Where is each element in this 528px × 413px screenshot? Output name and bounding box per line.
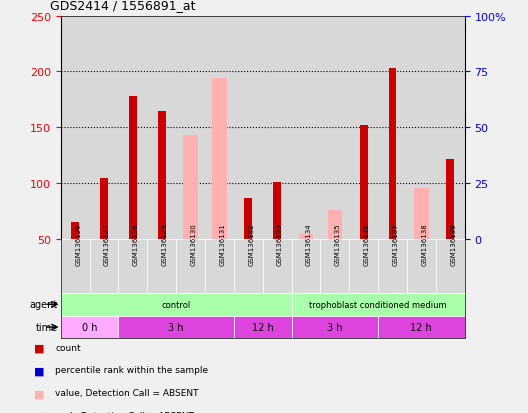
Text: value, Detection Call = ABSENT: value, Detection Call = ABSENT: [55, 388, 199, 397]
Bar: [234, 240, 263, 293]
Bar: [90, 17, 118, 240]
Bar: [118, 240, 147, 293]
Bar: [414, 188, 429, 240]
Bar: [378, 240, 407, 293]
Bar: [407, 240, 436, 293]
Bar: [244, 198, 252, 240]
Bar: [349, 240, 378, 293]
Bar: [291, 293, 465, 316]
Text: GSM136126: GSM136126: [75, 223, 81, 265]
Bar: [147, 240, 176, 293]
Text: GSM136131: GSM136131: [220, 223, 225, 265]
Bar: [360, 126, 367, 240]
Text: GSM136138: GSM136138: [421, 223, 427, 265]
Bar: [299, 234, 313, 240]
Text: agent: agent: [30, 299, 58, 310]
Text: count: count: [55, 343, 81, 352]
Text: GSM136139: GSM136139: [450, 223, 456, 265]
Bar: [327, 211, 342, 240]
Bar: [378, 17, 407, 240]
Bar: [183, 136, 198, 240]
Bar: [320, 240, 349, 293]
Text: GSM136129: GSM136129: [162, 223, 168, 265]
Text: ■: ■: [34, 366, 45, 375]
Bar: [407, 17, 436, 240]
Bar: [71, 223, 79, 240]
Bar: [176, 17, 205, 240]
Bar: [147, 17, 176, 240]
Bar: [291, 240, 320, 293]
Text: 12 h: 12 h: [252, 322, 274, 332]
Text: 12 h: 12 h: [410, 322, 432, 332]
Bar: [262, 17, 291, 240]
Bar: [205, 17, 234, 240]
Bar: [436, 240, 465, 293]
Bar: [129, 97, 137, 240]
Bar: [349, 17, 378, 240]
Bar: [205, 240, 234, 293]
Text: GSM136128: GSM136128: [133, 223, 139, 265]
Bar: [61, 293, 291, 316]
Text: ■: ■: [34, 388, 45, 398]
Text: GSM136127: GSM136127: [104, 223, 110, 265]
Text: time: time: [36, 322, 58, 332]
Bar: [118, 17, 147, 240]
Bar: [61, 17, 90, 240]
Text: GSM136130: GSM136130: [191, 223, 196, 265]
Text: control: control: [162, 300, 191, 309]
Bar: [118, 316, 234, 339]
Text: GDS2414 / 1556891_at: GDS2414 / 1556891_at: [50, 0, 196, 12]
Bar: [446, 159, 454, 240]
Text: percentile rank within the sample: percentile rank within the sample: [55, 366, 209, 375]
Bar: [100, 178, 108, 240]
Text: GSM136132: GSM136132: [248, 223, 254, 265]
Bar: [262, 240, 291, 293]
Bar: [378, 316, 465, 339]
Text: trophoblast conditioned medium: trophoblast conditioned medium: [309, 300, 447, 309]
Text: ■: ■: [34, 411, 45, 413]
Bar: [234, 316, 291, 339]
Text: 0 h: 0 h: [82, 322, 97, 332]
Bar: [90, 240, 118, 293]
Bar: [291, 316, 378, 339]
Text: 3 h: 3 h: [168, 322, 184, 332]
Bar: [158, 111, 166, 240]
Bar: [291, 17, 320, 240]
Bar: [176, 240, 205, 293]
Bar: [61, 240, 90, 293]
Bar: [320, 17, 349, 240]
Bar: [212, 79, 227, 240]
Text: GSM136133: GSM136133: [277, 223, 283, 265]
Text: GSM136136: GSM136136: [364, 223, 370, 265]
Text: 3 h: 3 h: [327, 322, 343, 332]
Bar: [234, 17, 262, 240]
Text: GSM136134: GSM136134: [306, 223, 312, 265]
Bar: [389, 69, 397, 240]
Text: GSM136135: GSM136135: [335, 223, 341, 265]
Text: ■: ■: [34, 343, 45, 353]
Bar: [436, 17, 465, 240]
Text: rank, Detection Call = ABSENT: rank, Detection Call = ABSENT: [55, 411, 194, 413]
Bar: [61, 316, 118, 339]
Text: GSM136137: GSM136137: [392, 223, 399, 265]
Bar: [273, 183, 281, 240]
